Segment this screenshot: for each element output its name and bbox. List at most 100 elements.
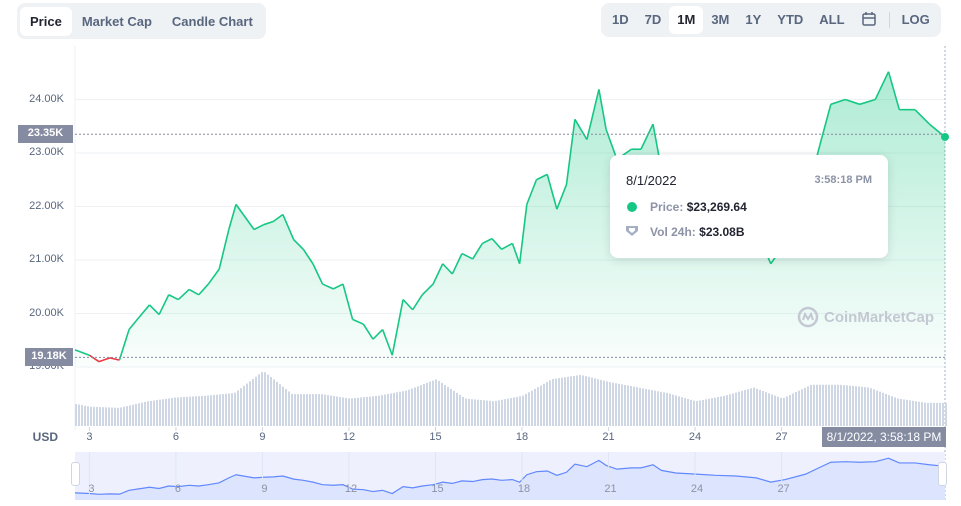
volume-bar (642, 388, 644, 426)
volume-bar (837, 384, 839, 426)
navigator-left-handle[interactable] (71, 462, 80, 486)
volume-bar (756, 388, 758, 426)
volume-bar (585, 376, 587, 426)
navigator-tick-label: 21 (604, 483, 617, 495)
volume-bar (456, 392, 458, 426)
volume-bar (672, 394, 674, 426)
range-all[interactable]: ALL (819, 12, 845, 27)
volume-bar (936, 402, 938, 426)
volume-bar (105, 407, 107, 426)
volume-bar (483, 400, 485, 426)
volume-bar (546, 382, 548, 426)
volume-bar (591, 377, 593, 426)
volume-bar (714, 397, 716, 426)
price-line-segment (451, 253, 463, 275)
range-3m[interactable]: 3M (711, 12, 730, 27)
volume-bar (681, 397, 683, 426)
chart-type-tabs: Price Market Cap Candle Chart (17, 3, 266, 39)
volume-bar (300, 394, 302, 426)
volume-bar (450, 388, 452, 426)
range-1m[interactable]: 1M (669, 6, 704, 34)
price-line-segment (98, 357, 111, 363)
tab-candle-chart[interactable]: Candle Chart (171, 13, 253, 29)
volume-bar (120, 407, 122, 426)
price-line-segment (432, 263, 444, 285)
volume-bar (771, 394, 773, 426)
volume-bar (849, 385, 851, 426)
volume-bar (312, 394, 314, 426)
volume-bar (114, 407, 116, 426)
volume-bar (540, 385, 542, 426)
log-scale-toggle[interactable]: LOG (901, 12, 930, 27)
volume-bar (156, 400, 158, 426)
price-line-segment (859, 98, 876, 106)
calendar-icon[interactable] (853, 6, 885, 34)
x-tick-label: 3 (86, 431, 93, 443)
volume-bar (510, 398, 512, 426)
volume-bar (375, 396, 377, 426)
divider (888, 12, 890, 28)
volume-bar (204, 395, 206, 426)
volume-bar (900, 398, 902, 426)
volume-bar (576, 375, 578, 426)
volume-bar (651, 390, 653, 426)
volume-bar (594, 378, 596, 426)
price-line-segment (874, 71, 890, 100)
volume-bar (381, 395, 383, 426)
tab-price[interactable]: Price (20, 6, 72, 36)
volume-bar (303, 394, 305, 426)
volume-bar (342, 397, 344, 426)
volume-bar (435, 379, 437, 426)
volume-bar (498, 400, 500, 426)
volume-bar (804, 387, 806, 426)
price-line-segment (586, 89, 600, 140)
volume-bar (690, 399, 692, 426)
volume-bar (348, 398, 350, 426)
volume-bar (423, 384, 425, 426)
volume-bar (99, 407, 101, 426)
x-tick-label: 15 (429, 431, 442, 443)
volume-bar (354, 398, 356, 426)
tooltip: 8/1/2022 3:58:18 PM Price: $23,269.64 Vo… (610, 155, 888, 258)
volume-bar (393, 392, 395, 426)
volume-bar (708, 398, 710, 426)
volume-bar (702, 399, 704, 426)
volume-bar (372, 396, 374, 426)
price-line-segment (546, 174, 558, 210)
volume-bar (840, 384, 842, 426)
volume-bar (711, 398, 713, 426)
volume-bar (501, 399, 503, 426)
price-line-segment (218, 229, 230, 270)
volume-bar (384, 394, 386, 426)
volume-bar (399, 391, 401, 426)
volume-bar (222, 394, 224, 426)
price-line-segment (109, 357, 120, 361)
price-line-segment (332, 283, 344, 290)
volume-bar (525, 394, 527, 426)
volume-bar (93, 406, 95, 426)
volume-shield-icon (626, 226, 638, 236)
y-tick-label: 20.00K (29, 306, 64, 319)
range-ytd[interactable]: YTD (777, 12, 804, 27)
volume-bar (564, 377, 566, 426)
volume-bar (852, 385, 854, 426)
range-1y[interactable]: 1Y (745, 12, 762, 27)
navigator-tick-label: 24 (690, 483, 704, 495)
range-1d[interactable]: 1D (612, 12, 629, 27)
x-tick-label: 27 (775, 431, 788, 443)
volume-bar (909, 400, 911, 426)
tooltip-date: 8/1/2022 (626, 173, 677, 188)
volume-bar (126, 406, 128, 426)
navigator-tick-label: 9 (261, 483, 268, 495)
tab-market-cap[interactable]: Market Cap (81, 13, 152, 29)
volume-bar (324, 394, 326, 426)
volume-bar (462, 396, 464, 426)
range-7d[interactable]: 7D (644, 12, 662, 27)
volume-bar (153, 400, 155, 426)
volume-bar (258, 374, 260, 426)
navigator-right-handle[interactable] (938, 462, 947, 486)
volume-bar (420, 385, 422, 426)
volume-bar (636, 387, 638, 426)
volume-bar (183, 396, 185, 426)
price-line-segment (228, 204, 237, 230)
